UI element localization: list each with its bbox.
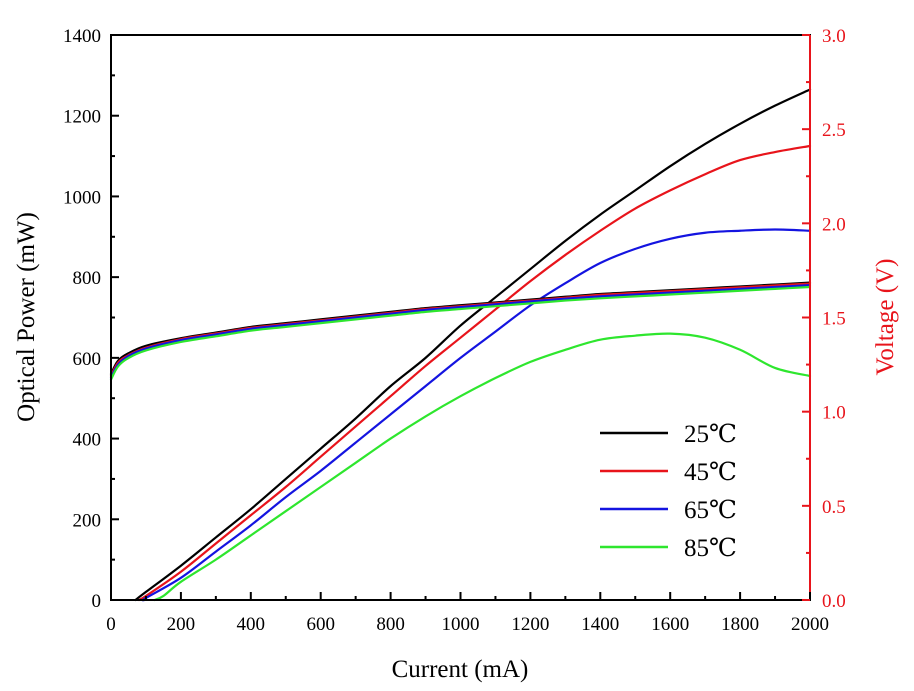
legend-label: 85℃: [684, 535, 737, 562]
x-tick-label: 1600: [651, 614, 689, 635]
y2-tick-label: 3.0: [822, 26, 846, 47]
x-tick-label: 1200: [511, 614, 549, 635]
legend-label: 65℃: [684, 497, 737, 524]
x-tick-label: 1800: [721, 614, 759, 635]
y-tick-label: 1400: [63, 26, 101, 47]
y-tick-label: 1000: [63, 187, 101, 208]
x-tick-label: 800: [376, 614, 405, 635]
legend-label: 25℃: [684, 421, 737, 448]
legend: 25℃ 45℃ 65℃ 85℃: [600, 421, 737, 562]
x-tick-label: 600: [306, 614, 335, 635]
legend-label: 45℃: [684, 459, 737, 486]
x-tick-label: 1400: [581, 614, 619, 635]
y2-tick-label: 0.5: [822, 497, 846, 518]
x-axis-title: Current (mA): [392, 656, 529, 683]
y2-tick-label: 1.5: [822, 309, 846, 330]
y2-tick-label: 2.0: [822, 214, 846, 235]
y-tick-label: 400: [73, 430, 102, 451]
y-tick-label: 200: [73, 510, 102, 531]
y2-tick-label: 2.5: [822, 120, 846, 141]
y2-tick-label: 1.0: [822, 403, 846, 424]
y-tick-label: 0: [92, 591, 102, 612]
x-tick-label: 2000: [791, 614, 829, 635]
right-y-axis-title: Voltage (V): [872, 259, 899, 376]
x-tick-label: 400: [237, 614, 266, 635]
power-line-series-0: [134, 88, 812, 602]
x-tick-label: 200: [167, 614, 196, 635]
power-line-series-3: [153, 332, 812, 602]
power-line-series-2: [141, 228, 812, 602]
y-tick-label: 800: [73, 268, 102, 289]
y2-tick-label: 0.0: [822, 591, 846, 612]
voltage-line-series-2: [109, 284, 812, 379]
right-y-axis-ticks: 0.0 0.5 1.0 1.5 2.0 2.5 3.0: [802, 26, 846, 612]
left-y-axis-ticks: 0 200 400 600 800 1000 1200 1400: [63, 26, 119, 612]
y-tick-label: 600: [73, 349, 102, 370]
x-tick-label: 1000: [442, 614, 480, 635]
left-y-axis-title: Optical Power (mW): [13, 212, 40, 422]
power-line-series-1: [137, 144, 812, 602]
series-layer: [109, 88, 812, 602]
x-tick-label: 0: [106, 614, 116, 635]
x-axis-ticks: 0 200 400 600 800 1000 1200 1400 1600 1800 2000: [106, 592, 829, 635]
voltage-line-series-3: [109, 285, 812, 381]
y-tick-label: 1200: [63, 107, 101, 128]
